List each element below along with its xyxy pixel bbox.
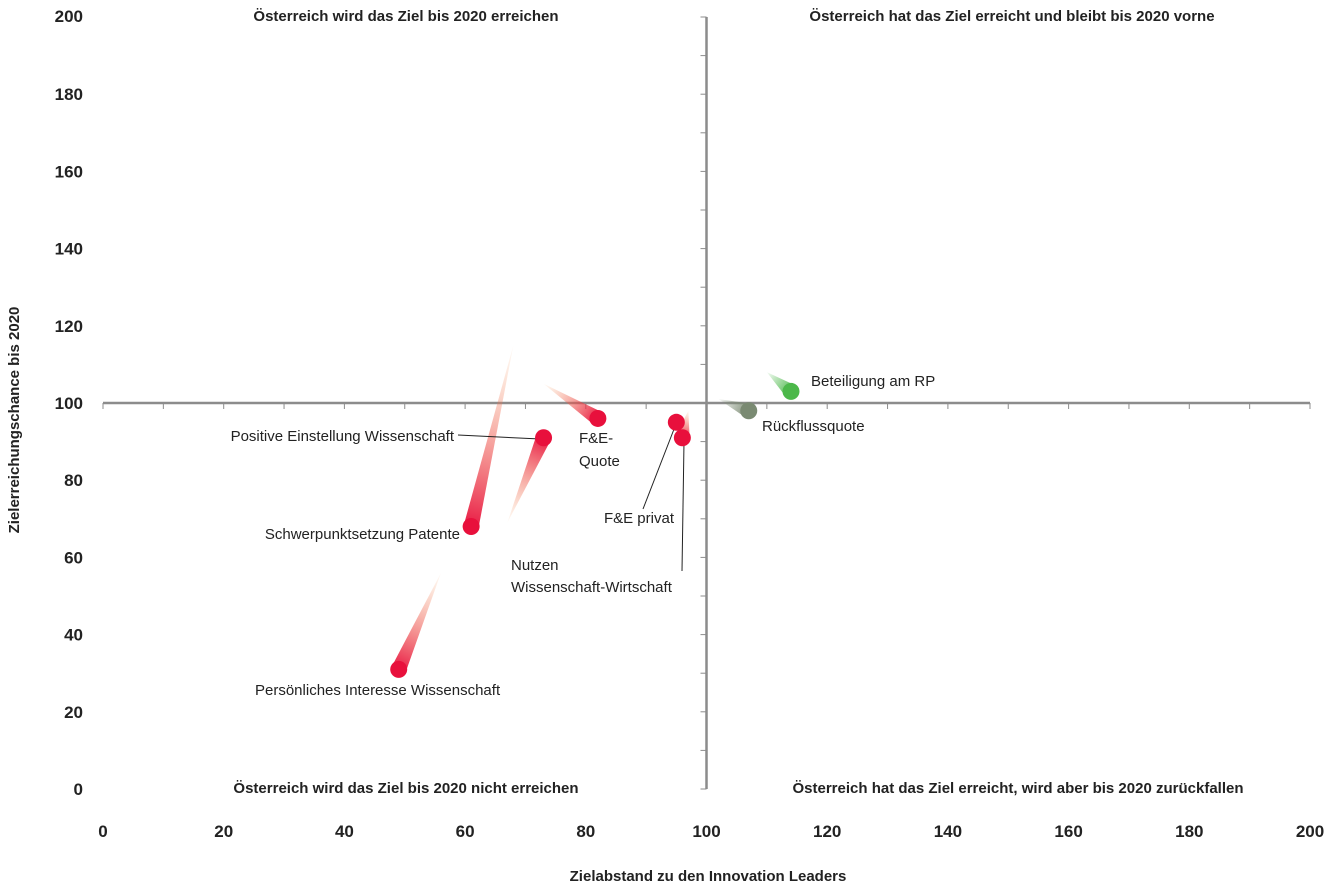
x-axis-title: Zielabstand zu den Innovation Leaders bbox=[570, 868, 847, 885]
point-label: Positive Einstellung Wissenschaft bbox=[231, 428, 455, 445]
point-label: F&E- bbox=[579, 430, 613, 447]
y-tick-label: 0 bbox=[74, 780, 83, 799]
quadrant-label-top-right: Österreich hat das Ziel erreicht und ble… bbox=[809, 8, 1214, 25]
point-label: Quote bbox=[579, 453, 620, 470]
quadrant-label-top-left: Österreich wird das Ziel bis 2020 erreic… bbox=[253, 8, 558, 25]
point-label: Nutzen bbox=[511, 557, 559, 574]
point-labels: Beteiligung am RP Rückflussquote F&E- Quote… bbox=[231, 373, 936, 699]
x-tick-label: 160 bbox=[1054, 822, 1082, 841]
x-tick-label: 180 bbox=[1175, 822, 1203, 841]
data-point bbox=[390, 660, 408, 678]
y-axis-title: Zielerreichungschance bis 2020 bbox=[6, 307, 23, 534]
y-tick-label: 40 bbox=[64, 626, 83, 645]
x-tick-label: 60 bbox=[456, 822, 475, 841]
x-tick-label: 20 bbox=[214, 822, 233, 841]
data-points bbox=[390, 382, 800, 678]
data-point bbox=[782, 382, 800, 400]
y-tick-label: 120 bbox=[55, 317, 83, 336]
point-trails bbox=[391, 345, 796, 673]
point-label: Rückflussquote bbox=[762, 418, 865, 435]
data-point bbox=[667, 413, 685, 431]
y-tick-label: 140 bbox=[55, 240, 83, 259]
x-tick-label: 0 bbox=[98, 822, 107, 841]
y-tick-label: 60 bbox=[64, 548, 83, 567]
x-tick-labels: 0 20 40 60 80 100 120 140 160 180 200 bbox=[98, 822, 1324, 841]
point-label: Wissenschaft-Wirtschaft bbox=[511, 579, 673, 596]
quadrant-label-bottom-left: Österreich wird das Ziel bis 2020 nicht … bbox=[233, 780, 578, 797]
leader-line bbox=[642, 423, 677, 510]
x-tick-label: 100 bbox=[692, 822, 720, 841]
y-tick-labels: 0 20 40 60 80 100 120 140 160 180 200 bbox=[55, 7, 83, 799]
data-point bbox=[673, 429, 691, 447]
x-tick-label: 200 bbox=[1296, 822, 1324, 841]
data-point bbox=[740, 402, 758, 420]
point-label: F&E privat bbox=[604, 510, 675, 527]
leader-line bbox=[457, 434, 541, 440]
point-trail bbox=[391, 572, 441, 673]
y-tick-label: 200 bbox=[55, 7, 83, 26]
leader-lines bbox=[457, 423, 685, 572]
point-trail bbox=[507, 434, 551, 523]
quadrant-label-bottom-right: Österreich hat das Ziel erreicht, wird a… bbox=[792, 780, 1243, 797]
x-tick-label: 40 bbox=[335, 822, 354, 841]
data-point bbox=[535, 429, 553, 447]
point-trail bbox=[543, 383, 602, 425]
y-tick-label: 80 bbox=[64, 471, 83, 490]
x-tick-label: 140 bbox=[934, 822, 962, 841]
point-label: Beteiligung am RP bbox=[811, 373, 935, 390]
leader-line bbox=[681, 441, 685, 572]
x-tick-label: 80 bbox=[576, 822, 595, 841]
y-tick-label: 20 bbox=[64, 703, 83, 722]
y-tick-label: 180 bbox=[55, 85, 83, 104]
data-point bbox=[462, 518, 480, 536]
chart-axes bbox=[102, 16, 1311, 790]
point-label: Persönliches Interesse Wissenschaft bbox=[255, 682, 501, 699]
y-tick-label: 100 bbox=[55, 394, 83, 413]
x-tick-label: 120 bbox=[813, 822, 841, 841]
point-label: Schwerpunktsetzung Patente bbox=[265, 526, 460, 543]
y-tick-label: 160 bbox=[55, 162, 83, 181]
data-point bbox=[589, 409, 607, 427]
